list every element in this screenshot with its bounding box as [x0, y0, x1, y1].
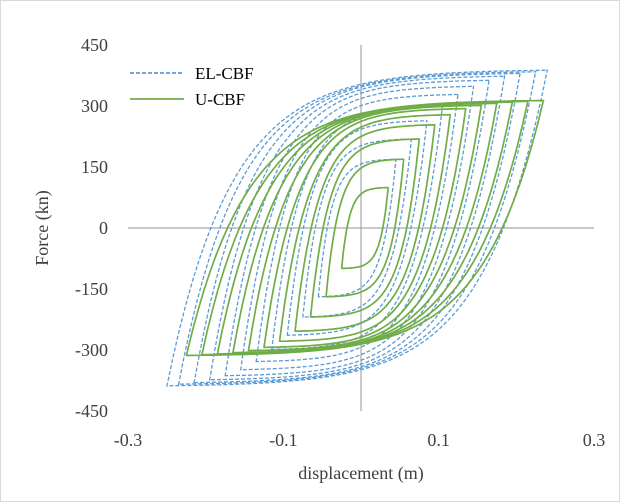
series-line [309, 138, 421, 318]
y-tick-label: 450 [81, 35, 108, 55]
series-line [185, 99, 545, 357]
series-line [263, 107, 467, 349]
series-u-cbf [185, 99, 545, 357]
series-line [340, 186, 390, 270]
series-layer [166, 69, 549, 387]
series-line [239, 85, 475, 371]
series-line [208, 75, 506, 381]
legend-label: EL-CBF [195, 64, 254, 83]
series-line [247, 104, 483, 352]
legend-label: U-CBF [195, 90, 245, 109]
series-line [286, 120, 428, 336]
legend: EL-CBF U-CBF [130, 64, 254, 109]
series-line [294, 123, 436, 333]
series-line [193, 72, 521, 384]
x-tick-label: -0.1 [269, 430, 298, 450]
y-tick-label: -300 [75, 340, 108, 360]
y-axis-title: Force (kn) [32, 190, 53, 265]
series-line [255, 93, 459, 363]
y-tick-label: 300 [81, 96, 108, 116]
y-tick-label: 0 [99, 218, 108, 238]
y-tick-labels: 450 300 150 0 -150 -300 -450 [75, 35, 108, 421]
y-tick-label: 150 [81, 157, 108, 177]
x-tick-label: 0.3 [583, 430, 606, 450]
series-line [177, 70, 537, 386]
series-line [166, 69, 549, 387]
series-line [278, 113, 452, 343]
y-tick-label: -150 [75, 279, 108, 299]
series-line [325, 158, 405, 298]
x-axis-title: displacement (m) [298, 463, 423, 484]
y-tick-label: -450 [75, 401, 108, 421]
x-tick-label: 0.1 [427, 430, 450, 450]
series-line [224, 79, 490, 377]
x-tick-label: -0.3 [114, 430, 143, 450]
x-tick-labels: -0.3 -0.1 0.1 0.3 [114, 430, 606, 450]
